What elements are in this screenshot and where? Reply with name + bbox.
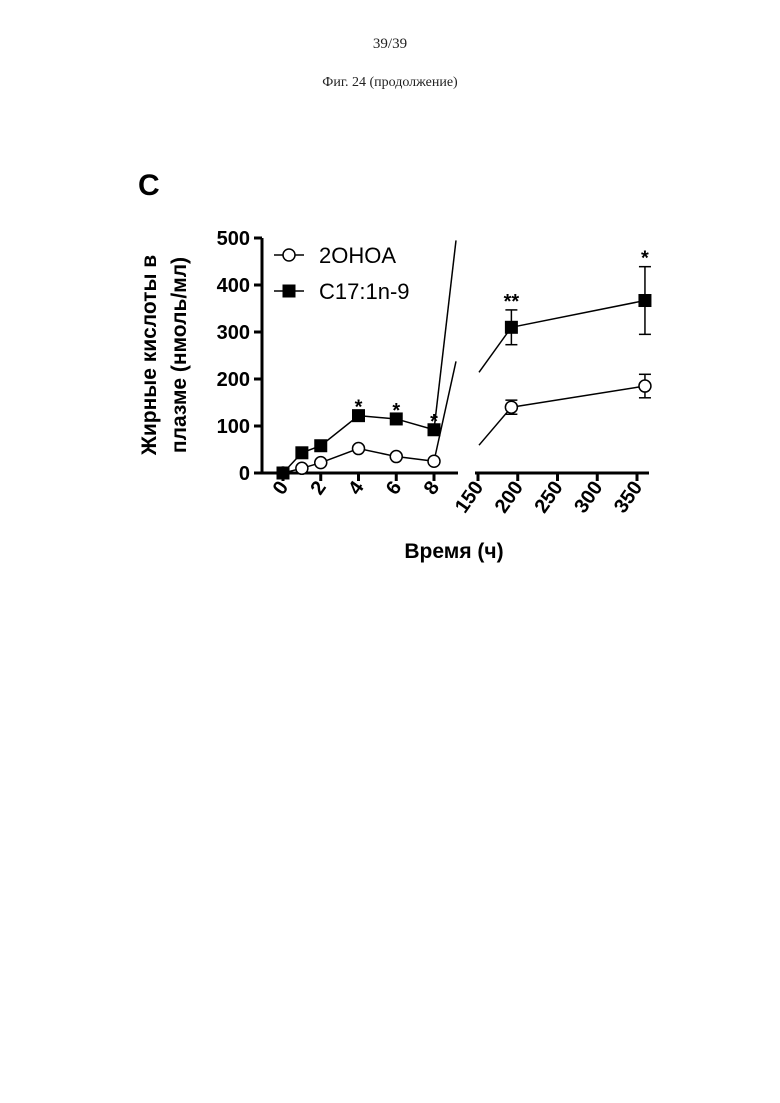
x-tick-label: 200 xyxy=(491,477,528,517)
series-c17-break-stub xyxy=(434,240,456,429)
x-tick-label: 150 xyxy=(451,477,488,517)
legend-c17-marker xyxy=(283,285,296,298)
x-tick-label: 2 xyxy=(306,477,330,499)
y-axis-label-line2: плазме (нмоль/мл) xyxy=(168,257,191,453)
y-axis-label-line1: Жирные кислоты в xyxy=(138,255,161,456)
y-tick-label: 0 xyxy=(239,463,250,485)
series-c17-point xyxy=(638,294,651,307)
series-2ohoa-point xyxy=(639,380,651,392)
significance-marker: * xyxy=(430,411,438,433)
series-c17-point xyxy=(277,467,290,480)
y-tick-label: 200 xyxy=(217,369,250,391)
series-c17-point xyxy=(505,321,518,334)
series-2ohoa-point xyxy=(315,457,327,469)
series-2ohoa-point xyxy=(296,462,308,474)
legend-2ohoa-label: 2OHOA xyxy=(319,243,396,268)
x-tick-label: 4 xyxy=(344,477,369,499)
chart-legend: 2OHOA C17:1n-9 xyxy=(274,243,410,304)
legend-2ohoa-marker xyxy=(283,249,295,261)
series-c17-point xyxy=(314,439,327,452)
x-tick-label: 250 xyxy=(530,477,567,517)
series-2ohoa-point xyxy=(505,401,517,413)
series-c17-line xyxy=(511,301,645,328)
x-tick-label: 300 xyxy=(570,477,607,517)
panel-label: C xyxy=(138,169,160,202)
y-tick-label: 100 xyxy=(217,416,250,438)
significance-marker: * xyxy=(392,400,400,422)
series-2ohoa-point xyxy=(390,451,402,463)
y-tick-label: 300 xyxy=(217,322,250,344)
y-tick-label: 400 xyxy=(217,275,250,297)
chart-series xyxy=(277,240,652,479)
significance-marker: * xyxy=(355,397,363,419)
series-2ohoa-point xyxy=(353,443,365,455)
y-tick-label: 500 xyxy=(217,228,250,250)
series-2ohoa-point xyxy=(428,455,440,467)
significance-marker: * xyxy=(641,248,649,270)
x-tick-label: 0 xyxy=(269,477,293,499)
series-c17-point xyxy=(295,446,308,459)
significance-marker: ** xyxy=(504,291,520,313)
x-axis-label: Время (ч) xyxy=(404,540,503,563)
x-tick-label: 8 xyxy=(420,477,444,499)
legend-c17-label: C17:1n-9 xyxy=(319,279,410,304)
series-2ohoa-break-stub xyxy=(479,407,511,445)
series-2ohoa-line xyxy=(511,386,645,407)
series-c17-break-stub xyxy=(479,327,511,372)
x-tick-label: 6 xyxy=(382,477,406,499)
x-tick-label: 350 xyxy=(610,477,647,517)
